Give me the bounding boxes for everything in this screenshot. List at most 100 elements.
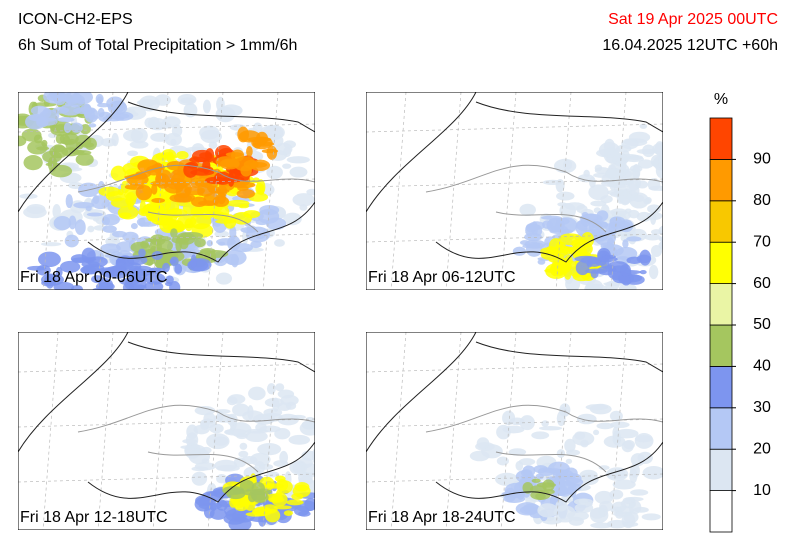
precip-patch bbox=[279, 450, 289, 465]
precip-patch bbox=[266, 383, 276, 395]
precip-patch bbox=[658, 155, 663, 169]
precip-patch bbox=[576, 204, 588, 214]
precip-patch bbox=[154, 94, 171, 106]
colorbar-bin bbox=[709, 241, 733, 284]
precip-patch bbox=[597, 250, 610, 262]
precip-patch bbox=[177, 93, 197, 106]
precip-patch bbox=[238, 450, 249, 458]
precip-patch bbox=[206, 239, 213, 247]
precip-patch bbox=[596, 422, 614, 430]
precip-patch bbox=[106, 96, 125, 111]
precip-patch bbox=[588, 184, 609, 201]
region-line bbox=[77, 404, 315, 473]
precip-patch bbox=[236, 188, 256, 199]
precip-patch bbox=[144, 272, 166, 285]
precip-patch bbox=[271, 134, 284, 147]
precip-patch bbox=[596, 210, 609, 222]
precip-patch bbox=[97, 107, 105, 118]
precip-patch bbox=[495, 472, 519, 486]
precip-patch bbox=[311, 448, 315, 464]
precip-patch bbox=[647, 178, 661, 191]
precip-patch bbox=[298, 471, 313, 485]
precip-patch bbox=[650, 245, 663, 257]
precip-patch bbox=[149, 267, 166, 272]
border-line bbox=[366, 92, 663, 263]
precip-patch bbox=[580, 439, 589, 448]
precip-patch bbox=[636, 180, 649, 189]
precip-patch bbox=[226, 199, 250, 207]
precip-patch bbox=[618, 283, 637, 290]
precip-patch bbox=[255, 131, 269, 146]
precip-patch bbox=[70, 122, 83, 133]
precip-patch bbox=[275, 383, 285, 392]
precip-patch bbox=[321, 436, 331, 444]
precip-patch bbox=[298, 510, 311, 517]
precip-patch bbox=[519, 415, 535, 431]
precip-patch bbox=[673, 220, 686, 227]
precip-patch bbox=[314, 451, 315, 453]
precip-patch bbox=[292, 193, 315, 207]
precip-patch bbox=[191, 466, 209, 472]
precip-patch bbox=[151, 183, 158, 195]
colorbar-bin bbox=[709, 117, 733, 160]
precip-patch bbox=[53, 216, 72, 231]
colorbar-tick-label: 50 bbox=[753, 316, 771, 333]
precip-patch bbox=[286, 156, 310, 164]
border-line bbox=[18, 332, 315, 503]
precip-patch bbox=[669, 189, 688, 201]
precip-patch bbox=[537, 259, 546, 265]
precip-patch bbox=[623, 155, 645, 163]
precip-patch bbox=[115, 258, 129, 264]
precip-patch bbox=[86, 212, 103, 217]
precip-patch bbox=[246, 145, 253, 157]
precip-patch bbox=[648, 264, 659, 280]
colorbar-tick-label: 70 bbox=[753, 233, 771, 250]
precip-patch bbox=[215, 219, 236, 224]
precip-patch bbox=[272, 397, 280, 412]
precip-patch bbox=[174, 181, 182, 190]
precip-patch bbox=[52, 203, 61, 220]
precip-patch bbox=[632, 164, 641, 180]
precip-patch bbox=[522, 503, 541, 513]
precip-patch bbox=[59, 132, 79, 145]
precip-patch bbox=[100, 243, 121, 254]
precip-patch bbox=[219, 158, 240, 170]
precip-patch bbox=[626, 236, 642, 242]
precip-patch bbox=[531, 431, 550, 440]
precip-patch bbox=[179, 238, 189, 250]
precip-patch bbox=[537, 503, 558, 518]
precip-patch bbox=[98, 267, 123, 274]
precip-patch bbox=[250, 240, 262, 249]
precip-patch bbox=[566, 449, 581, 456]
precip-patch bbox=[193, 424, 210, 435]
precip-patch bbox=[60, 260, 81, 273]
precip-patch bbox=[621, 138, 639, 150]
precip-patch bbox=[273, 505, 292, 510]
precip-patch bbox=[180, 445, 198, 450]
colorbar-bin bbox=[709, 448, 733, 492]
precip-patch bbox=[165, 275, 174, 285]
colorbar-bin bbox=[709, 365, 733, 409]
precip-patch bbox=[590, 269, 599, 279]
precip-patch bbox=[563, 159, 573, 170]
map-panel bbox=[366, 92, 688, 290]
colorbar-tick-label: 10 bbox=[753, 482, 771, 499]
precip-patch bbox=[194, 406, 216, 416]
precip-patch bbox=[41, 279, 56, 287]
precip-patch bbox=[56, 117, 75, 123]
precip-patch bbox=[639, 123, 648, 129]
precip-patch bbox=[81, 266, 97, 275]
precip-patch bbox=[140, 240, 149, 249]
precip-patch bbox=[531, 478, 541, 483]
precip-patch bbox=[232, 243, 253, 253]
precip-patch bbox=[666, 217, 685, 223]
precip-patch bbox=[266, 471, 280, 478]
precip-patch bbox=[254, 461, 265, 474]
precip-patch bbox=[28, 114, 47, 122]
precip-patch bbox=[257, 443, 282, 456]
precip-patch bbox=[190, 254, 197, 269]
precip-patch bbox=[642, 465, 663, 480]
precip-patch bbox=[217, 184, 228, 198]
graticule bbox=[366, 473, 663, 483]
precip-patch bbox=[216, 410, 224, 422]
